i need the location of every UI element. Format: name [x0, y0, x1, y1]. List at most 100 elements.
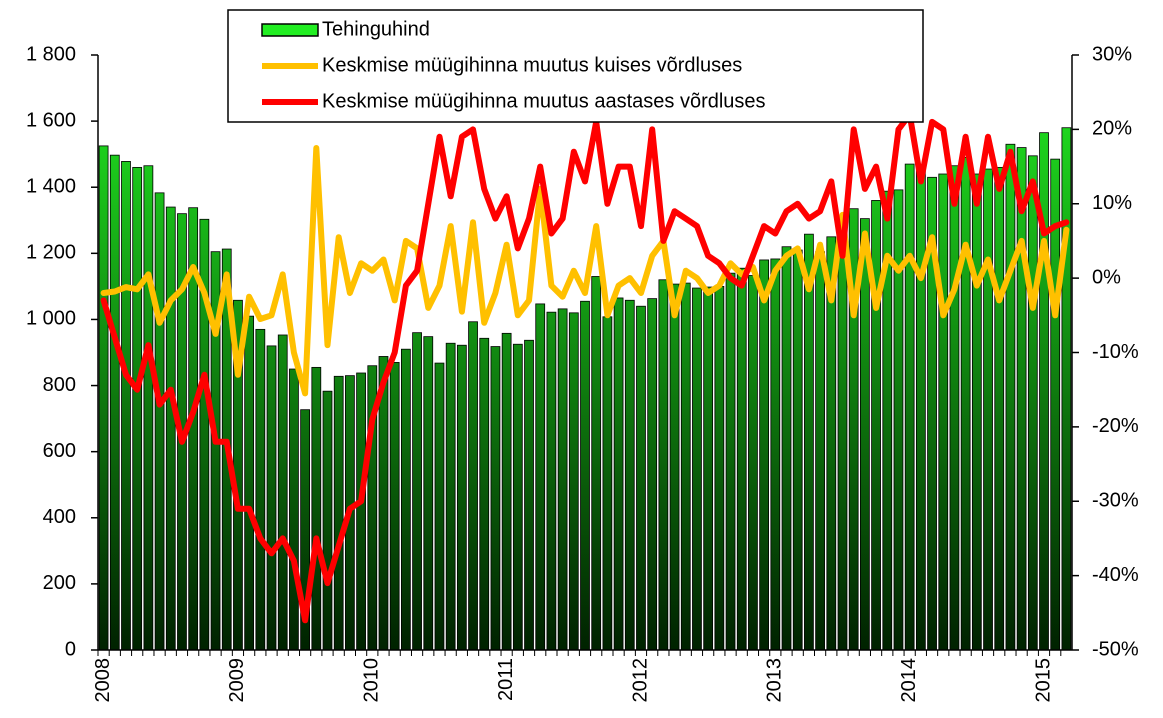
bar: [98, 145, 109, 651]
bar: [289, 368, 299, 651]
bar: [971, 173, 982, 651]
y-tick-label: 1 200: [26, 242, 76, 264]
x-tick-label: 2011: [495, 658, 517, 701]
bar: [703, 286, 714, 651]
y2-tick-label: -40%: [1092, 564, 1139, 586]
legend-label: Keskmise müügihinna muutus aastases võrd…: [322, 90, 766, 112]
y2-tick-label: -30%: [1092, 490, 1139, 512]
bar: [804, 233, 814, 651]
bar: [333, 375, 344, 651]
bar: [624, 299, 635, 651]
bar: [736, 267, 747, 651]
y2-tick-label: -10%: [1092, 341, 1139, 363]
bar: [1005, 143, 1016, 651]
bar: [434, 362, 445, 651]
x-tick-label: 2012: [629, 658, 651, 703]
bar: [400, 348, 411, 651]
bar: [591, 276, 602, 651]
y2-tick-label: 0%: [1092, 266, 1121, 288]
bar: [568, 312, 579, 651]
bar: [725, 272, 736, 651]
y-tick-label: 0: [65, 638, 76, 660]
bar: [266, 345, 277, 651]
x-tick-label: 2009: [226, 658, 248, 703]
bar: [121, 161, 131, 651]
y-tick-label: 800: [43, 374, 76, 396]
bar: [244, 315, 255, 651]
y-tick-label: 200: [43, 572, 76, 594]
bar: [389, 362, 400, 651]
bar: [904, 163, 915, 651]
legend-label: Keskmise müügihinna muutus kuises võrdlu…: [322, 54, 742, 76]
y-tick-label: 1 800: [26, 43, 76, 65]
bar: [837, 233, 848, 651]
bar: [109, 154, 120, 651]
bar: [132, 166, 143, 651]
x-tick-label: 2015: [1032, 658, 1054, 703]
bar: [792, 249, 803, 651]
x-tick-label: 2010: [361, 658, 383, 703]
bar: [468, 321, 478, 651]
bar: [636, 305, 646, 651]
x-tick-label: 2014: [898, 658, 920, 703]
y2-tick-label: 10%: [1092, 192, 1132, 214]
bar: [759, 259, 770, 651]
legend-box: [227, 9, 924, 123]
bar: [423, 336, 434, 651]
bar: [445, 342, 456, 651]
y-tick-label: 1 400: [26, 176, 76, 198]
bar: [860, 218, 870, 651]
bar: [680, 282, 691, 651]
bar: [983, 168, 993, 651]
bar: [938, 173, 949, 651]
y2-tick-label: -50%: [1092, 638, 1139, 660]
bar: [714, 285, 725, 651]
legend-label: Tehinguhind: [322, 18, 430, 40]
bar: [479, 337, 490, 651]
bar: [490, 346, 501, 651]
bar: [1061, 127, 1072, 651]
bar: [277, 334, 288, 651]
bar: [815, 251, 825, 651]
y-tick-label: 1 600: [26, 109, 76, 131]
y-tick-label: 600: [43, 440, 76, 462]
bar: [501, 332, 512, 651]
bar: [311, 366, 322, 651]
bar: [524, 339, 534, 651]
bar: [535, 303, 546, 651]
bar: [143, 165, 154, 651]
bar: [994, 166, 1005, 651]
bar: [669, 283, 680, 651]
bar: [602, 316, 613, 651]
y2-tick-label: -20%: [1092, 415, 1139, 437]
bar: [512, 343, 523, 651]
bar: [557, 308, 568, 651]
bar: [580, 300, 590, 651]
bar: [893, 189, 904, 651]
legend-marker: [261, 23, 319, 37]
x-tick-label: 2008: [92, 658, 114, 703]
bar: [658, 279, 669, 651]
bar: [456, 344, 467, 651]
y-tick-label: 400: [43, 506, 76, 528]
bar: [154, 192, 165, 651]
bar: [1027, 155, 1038, 651]
y2-tick-label: 30%: [1092, 43, 1132, 65]
bar: [692, 287, 702, 651]
bar: [1016, 147, 1027, 651]
y-tick-label: 1 000: [26, 308, 76, 330]
bar: [781, 246, 792, 651]
bar: [647, 298, 658, 651]
x-tick-label: 2013: [764, 658, 786, 703]
bar: [949, 165, 960, 651]
bar: [546, 311, 557, 651]
bar: [748, 275, 758, 651]
bar: [613, 297, 624, 651]
bar: [322, 390, 333, 651]
y2-tick-label: 20%: [1092, 118, 1132, 140]
bar: [255, 328, 266, 651]
line-series: [100, 145, 1070, 397]
bar: [770, 258, 781, 651]
bar: [1050, 158, 1061, 651]
